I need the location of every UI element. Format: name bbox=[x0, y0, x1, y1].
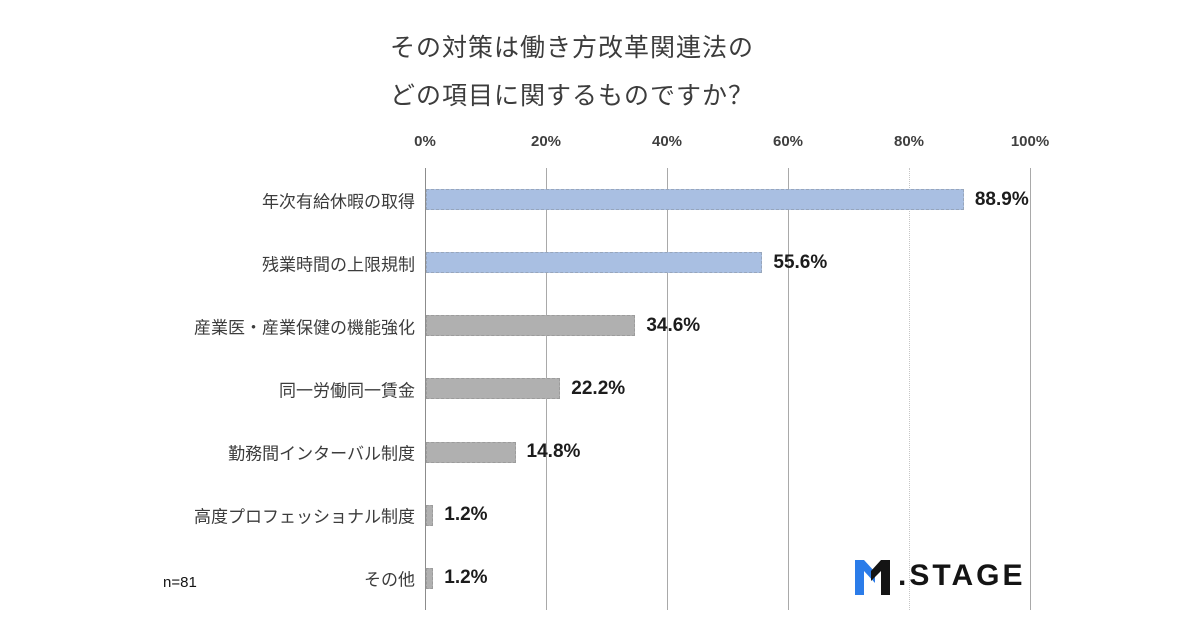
bar-同一労働同一賃金 bbox=[426, 378, 561, 400]
bar-row: 55.6% bbox=[425, 231, 1030, 294]
value-label-34.6%: 34.6% bbox=[646, 314, 701, 336]
x-tick-label-60%: 60% bbox=[772, 133, 804, 150]
mstage-m-mark-icon bbox=[855, 560, 890, 595]
category-label-同一労働同一賃金: 同一労働同一賃金 bbox=[279, 381, 415, 401]
x-tick-label-20%: 20% bbox=[530, 133, 562, 150]
plot-area: 88.9% 55.6% 34.6% 22.2% 14.8% 1.2% 1.2% bbox=[425, 168, 1031, 610]
category-label-産業医・産業保健の機能強化: 産業医・産業保健の機能強化 bbox=[194, 318, 415, 338]
bar-row: 88.9% bbox=[425, 168, 1030, 231]
chart-title-line2: どの項目に関するものですか？ bbox=[390, 82, 755, 110]
bar-勤務間インターバル制度 bbox=[426, 441, 516, 463]
bar-残業時間の上限規制 bbox=[426, 252, 763, 274]
chart-title-line1: その対策は働き方改革関連法の bbox=[390, 34, 755, 62]
x-axis-tick-labels: 0% 20% 40% 60% 80% 100% bbox=[414, 133, 1049, 151]
bar-その他 bbox=[426, 567, 434, 589]
bar-row: 34.6% bbox=[425, 294, 1030, 357]
category-label-年次有給休暇の取得: 年次有給休暇の取得 bbox=[262, 192, 415, 212]
bar-row: 1.2% bbox=[425, 547, 1030, 610]
bar-産業医・産業保健の機能強化 bbox=[426, 315, 636, 337]
value-label-88.9%: 88.9% bbox=[974, 188, 1029, 210]
gridline-0% bbox=[425, 168, 426, 610]
value-label-1.2%: 1.2% bbox=[444, 504, 488, 526]
category-labels: 年次有給休暇の取得 残業時間の上限規制産業医・産業保健の機能強化同一労働同一賃金勤… bbox=[120, 168, 415, 610]
gridline-40% bbox=[667, 168, 668, 610]
sample-size-label: n=81 bbox=[163, 574, 197, 591]
gridline-100% bbox=[1030, 168, 1031, 610]
value-label-14.8%: 14.8% bbox=[526, 441, 581, 463]
value-label-22.2%: 22.2% bbox=[571, 377, 626, 399]
bar-row: 22.2% bbox=[425, 357, 1030, 420]
gridline-80% bbox=[909, 168, 910, 610]
bar-高度プロフェッショナル制度 bbox=[426, 504, 434, 526]
chart-title: その対策は働き方改革関連法の どの項目に関するものですか？ bbox=[390, 24, 754, 120]
x-tick-label-80%: 80% bbox=[893, 133, 925, 150]
gridline-60% bbox=[788, 168, 789, 610]
bar-row: 14.8% bbox=[425, 421, 1030, 484]
category-label-勤務間インターバル制度: 勤務間インターバル制度 bbox=[228, 444, 415, 464]
category-label-高度プロフェッショナル制度: 高度プロフェッショナル制度 bbox=[194, 507, 415, 527]
mstage-logo-text: .STAGE bbox=[898, 559, 1026, 592]
mstage-logo: .STAGE bbox=[855, 556, 1025, 596]
category-label-残業時間の上限規制: 残業時間の上限規制 bbox=[262, 255, 415, 275]
x-tick-label-100%: 100% bbox=[1010, 133, 1050, 150]
category-label-その他: その他 bbox=[364, 570, 415, 590]
bar-row: 1.2% bbox=[425, 484, 1030, 547]
x-tick-label-40%: 40% bbox=[651, 133, 683, 150]
bar-年次有給休暇の取得 bbox=[426, 189, 964, 211]
value-label-55.6%: 55.6% bbox=[773, 251, 828, 273]
x-tick-label-0%: 0% bbox=[414, 133, 436, 150]
value-label-1.2%: 1.2% bbox=[444, 567, 488, 589]
